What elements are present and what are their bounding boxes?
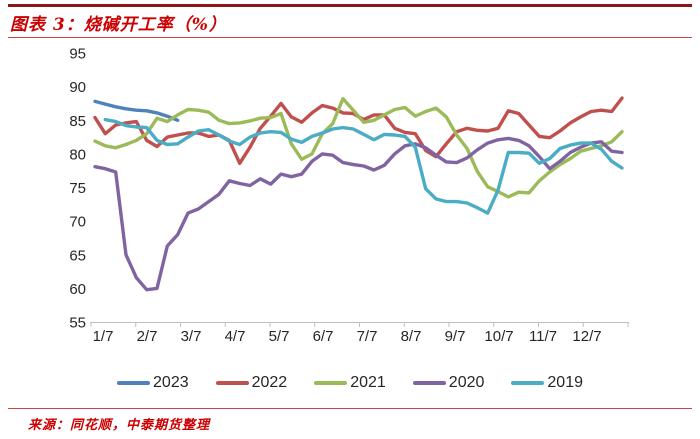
legend-line-swatch bbox=[412, 381, 446, 385]
figure-title: 图表 3：烧碱开工率（%） bbox=[10, 15, 227, 35]
legend-item-2020: 2020 bbox=[412, 374, 485, 392]
legend-label: 2023 bbox=[153, 374, 189, 391]
y-axis-tick-label: 85 bbox=[69, 113, 86, 130]
series-line-2020 bbox=[93, 136, 624, 292]
legend-line-swatch bbox=[215, 381, 249, 385]
x-axis-tick-label: 10/7 bbox=[484, 328, 513, 345]
x-axis-tick-label: 2/7 bbox=[137, 328, 158, 345]
x-axis-tick-label: 4/7 bbox=[225, 328, 246, 345]
x-axis-tick-label: 11/7 bbox=[529, 328, 557, 345]
legend-item-2021: 2021 bbox=[314, 374, 386, 392]
series-line-2019 bbox=[103, 117, 624, 215]
legend-item-2022: 2022 bbox=[215, 374, 288, 392]
x-axis-tick-label: 6/7 bbox=[313, 328, 334, 345]
y-axis-tick-label: 70 bbox=[69, 214, 86, 231]
top-border-rule bbox=[8, 4, 692, 7]
legend-line-swatch bbox=[117, 381, 151, 385]
legend-line-swatch bbox=[314, 381, 348, 385]
x-axis-tick-label: 9/7 bbox=[445, 328, 466, 345]
y-axis-tick-label: 65 bbox=[69, 247, 86, 264]
legend-item-2023: 2023 bbox=[117, 374, 189, 392]
legend-label: 2022 bbox=[251, 374, 288, 391]
legend-label: 2021 bbox=[350, 374, 386, 391]
y-axis-tick-label: 60 bbox=[69, 281, 86, 298]
series-line-2023 bbox=[93, 99, 180, 123]
x-axis-tick-label: 3/7 bbox=[181, 328, 202, 345]
legend-line-swatch bbox=[511, 381, 545, 385]
x-axis-tick-label: 8/7 bbox=[401, 328, 422, 345]
x-axis-tick-label: 7/7 bbox=[357, 328, 378, 345]
y-axis-tick-label: 55 bbox=[69, 315, 86, 332]
footer-rule bbox=[8, 408, 692, 409]
x-axis-tick-label: 1/7 bbox=[93, 328, 114, 345]
legend-label: 2020 bbox=[448, 374, 485, 391]
legend-item-2019: 2019 bbox=[511, 374, 583, 392]
title-underline-rule bbox=[8, 37, 692, 38]
legend-label: 2019 bbox=[547, 374, 583, 391]
y-axis-tick-label: 90 bbox=[69, 79, 86, 96]
y-axis-tick-label: 80 bbox=[69, 146, 86, 163]
chart-legend: 2023 2022 2021 2020 2019 bbox=[0, 374, 700, 392]
y-axis-tick-label: 75 bbox=[69, 180, 86, 197]
x-axis-tick-label: 5/7 bbox=[269, 328, 290, 345]
source-note: 来源：同花顺，中泰期货整理 bbox=[28, 418, 211, 433]
series-line-2021 bbox=[93, 96, 624, 199]
y-axis-tick-label: 95 bbox=[69, 46, 86, 63]
x-axis-tick-label: 12/7 bbox=[572, 328, 601, 345]
